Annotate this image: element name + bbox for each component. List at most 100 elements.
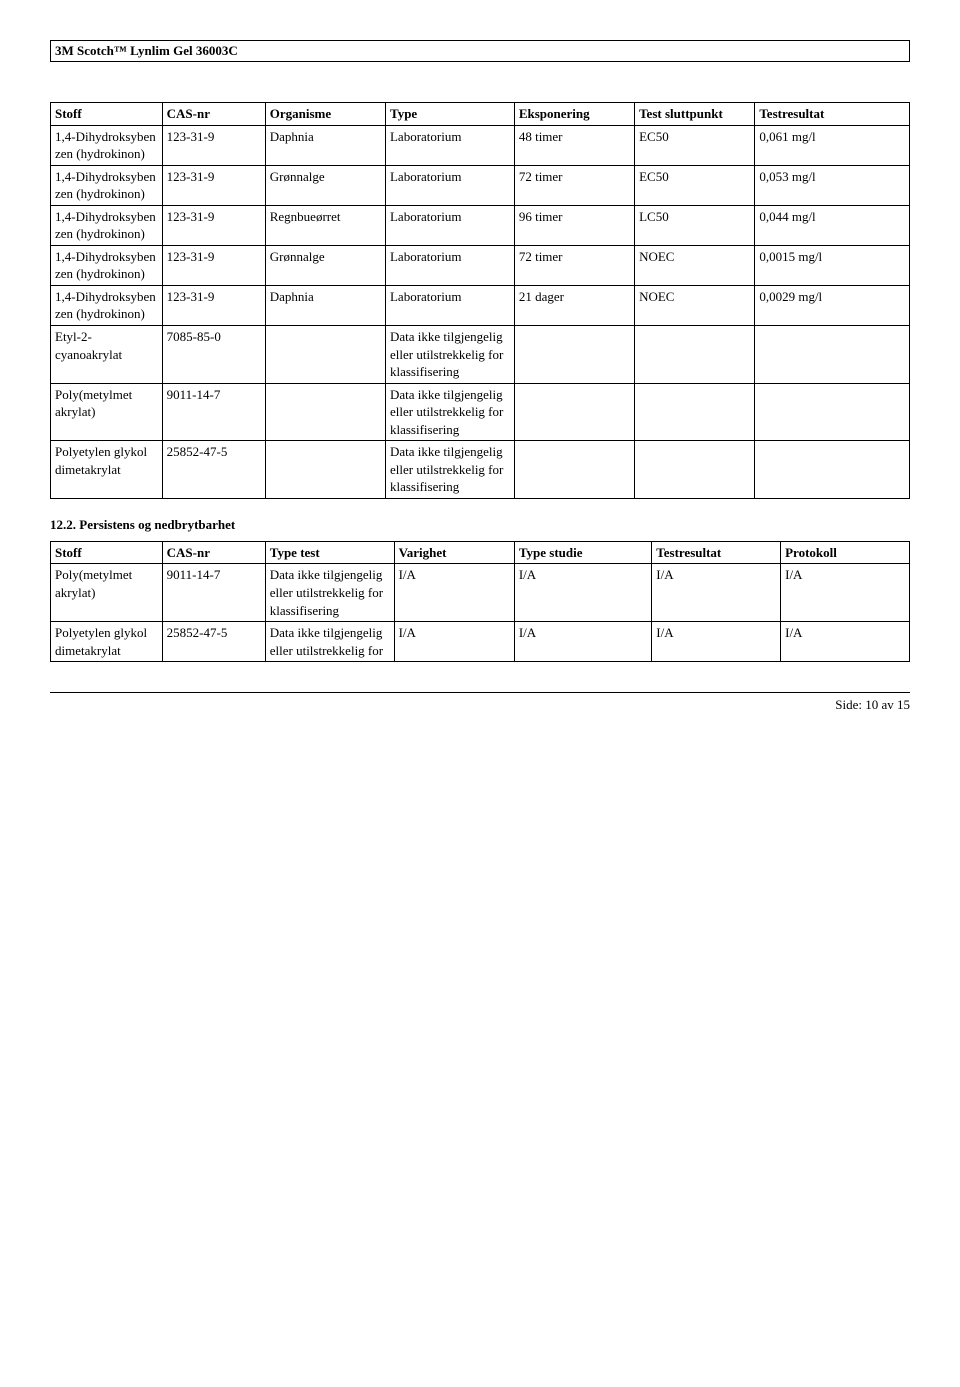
th-prot: Protokoll: [781, 541, 910, 564]
cell-cas: 123-31-9: [162, 165, 265, 205]
cell-cas: 7085-85-0: [162, 326, 265, 384]
cell-tsp: NOEC: [635, 245, 755, 285]
th-stoff: Stoff: [51, 541, 163, 564]
cell-cas: 25852-47-5: [162, 622, 265, 662]
cell-ts: I/A: [514, 622, 651, 662]
cell-res: 0,061 mg/l: [755, 125, 910, 165]
cell-type: Laboratorium: [385, 125, 514, 165]
cell-type: Data ikke tilgjengelig eller utilstrekke…: [385, 441, 514, 499]
th-res: Testresultat: [755, 103, 910, 126]
th-org: Organisme: [265, 103, 385, 126]
cell-res: 0,0029 mg/l: [755, 285, 910, 325]
cell-type: Laboratorium: [385, 285, 514, 325]
cell-res: I/A: [652, 564, 781, 622]
cell-cas: 123-31-9: [162, 285, 265, 325]
cell-eksp: 72 timer: [514, 165, 634, 205]
cell-stoff: 1,4-Dihydroksyben zen (hydrokinon): [51, 165, 163, 205]
cell-type: Laboratorium: [385, 205, 514, 245]
cell-org: [265, 441, 385, 499]
cell-res: I/A: [652, 622, 781, 662]
th-res: Testresultat: [652, 541, 781, 564]
cell-eksp: 96 timer: [514, 205, 634, 245]
cell-stoff: 1,4-Dihydroksyben zen (hydrokinon): [51, 245, 163, 285]
cell-ts: I/A: [514, 564, 651, 622]
cell-prot: I/A: [781, 622, 910, 662]
cell-eksp: [514, 383, 634, 441]
cell-res: 0,053 mg/l: [755, 165, 910, 205]
table-header-row: Stoff CAS-nr Organisme Type Eksponering …: [51, 103, 910, 126]
th-type: Type: [385, 103, 514, 126]
cell-org: Grønnalge: [265, 165, 385, 205]
table-row: 1,4-Dihydroksyben zen (hydrokinon) 123-3…: [51, 245, 910, 285]
cell-org: Regnbueørret: [265, 205, 385, 245]
cell-cas: 123-31-9: [162, 245, 265, 285]
cell-res: [755, 383, 910, 441]
cell-tsp: EC50: [635, 165, 755, 205]
cell-type: Laboratorium: [385, 245, 514, 285]
cell-eksp: 48 timer: [514, 125, 634, 165]
th-ts: Type studie: [514, 541, 651, 564]
cell-tsp: [635, 383, 755, 441]
table-row: Etyl-2-cyanoakrylat 7085-85-0 Data ikke …: [51, 326, 910, 384]
section-heading-persistens: 12.2. Persistens og nedbrytbarhet: [50, 517, 910, 533]
cell-org: Daphnia: [265, 285, 385, 325]
cell-org: Grønnalge: [265, 245, 385, 285]
cell-org: [265, 326, 385, 384]
th-tsp: Test sluttpunkt: [635, 103, 755, 126]
cell-tsp: EC50: [635, 125, 755, 165]
cell-type: Data ikke tilgjengelig eller utilstrekke…: [385, 326, 514, 384]
cell-stoff: 1,4-Dihydroksyben zen (hydrokinon): [51, 285, 163, 325]
persistence-table: Stoff CAS-nr Type test Varighet Type stu…: [50, 541, 910, 662]
cell-tsp: NOEC: [635, 285, 755, 325]
cell-org: [265, 383, 385, 441]
cell-res: [755, 441, 910, 499]
cell-res: 0,044 mg/l: [755, 205, 910, 245]
cell-stoff: 1,4-Dihydroksyben zen (hydrokinon): [51, 125, 163, 165]
cell-stoff: Polyetylen glykol dimetakrylat: [51, 622, 163, 662]
cell-org: Daphnia: [265, 125, 385, 165]
cell-stoff: Poly(metylmet akrylat): [51, 564, 163, 622]
footer-text: Side: 10 av 15: [835, 697, 910, 712]
cell-type: Data ikke tilgjengelig eller utilstrekke…: [385, 383, 514, 441]
page-footer: Side: 10 av 15: [50, 692, 910, 713]
cell-eksp: 21 dager: [514, 285, 634, 325]
th-stoff: Stoff: [51, 103, 163, 126]
header-title: 3M Scotch™ Lynlim Gel 36003C: [55, 43, 238, 58]
cell-tsp: LC50: [635, 205, 755, 245]
cell-prot: I/A: [781, 564, 910, 622]
table-row: Poly(metylmet akrylat) 9011-14-7 Data ik…: [51, 383, 910, 441]
table-row: 1,4-Dihydroksyben zen (hydrokinon) 123-3…: [51, 285, 910, 325]
cell-var: I/A: [394, 622, 514, 662]
table-header-row: Stoff CAS-nr Type test Varighet Type stu…: [51, 541, 910, 564]
cell-stoff: 1,4-Dihydroksyben zen (hydrokinon): [51, 205, 163, 245]
table-row: Poly(metylmet akrylat) 9011-14-7 Data ik…: [51, 564, 910, 622]
table-row: 1,4-Dihydroksyben zen (hydrokinon) 123-3…: [51, 125, 910, 165]
th-cas: CAS-nr: [162, 541, 265, 564]
cell-tt: Data ikke tilgjengelig eller utilstrekke…: [265, 622, 394, 662]
cell-tsp: [635, 326, 755, 384]
th-var: Varighet: [394, 541, 514, 564]
cell-eksp: [514, 441, 634, 499]
cell-stoff: Etyl-2-cyanoakrylat: [51, 326, 163, 384]
table-row: Polyetylen glykol dimetakrylat 25852-47-…: [51, 441, 910, 499]
cell-tt: Data ikke tilgjengelig eller utilstrekke…: [265, 564, 394, 622]
th-eksp: Eksponering: [514, 103, 634, 126]
cell-var: I/A: [394, 564, 514, 622]
cell-eksp: 72 timer: [514, 245, 634, 285]
cell-type: Laboratorium: [385, 165, 514, 205]
cell-res: 0,0015 mg/l: [755, 245, 910, 285]
th-cas: CAS-nr: [162, 103, 265, 126]
table-row: 1,4-Dihydroksyben zen (hydrokinon) 123-3…: [51, 205, 910, 245]
cell-cas: 25852-47-5: [162, 441, 265, 499]
table-row: Polyetylen glykol dimetakrylat 25852-47-…: [51, 622, 910, 662]
cell-cas: 9011-14-7: [162, 383, 265, 441]
cell-cas: 9011-14-7: [162, 564, 265, 622]
cell-tsp: [635, 441, 755, 499]
page-header: 3M Scotch™ Lynlim Gel 36003C: [50, 40, 910, 62]
cell-stoff: Polyetylen glykol dimetakrylat: [51, 441, 163, 499]
cell-res: [755, 326, 910, 384]
th-tt: Type test: [265, 541, 394, 564]
cell-cas: 123-31-9: [162, 205, 265, 245]
cell-stoff: Poly(metylmet akrylat): [51, 383, 163, 441]
cell-eksp: [514, 326, 634, 384]
